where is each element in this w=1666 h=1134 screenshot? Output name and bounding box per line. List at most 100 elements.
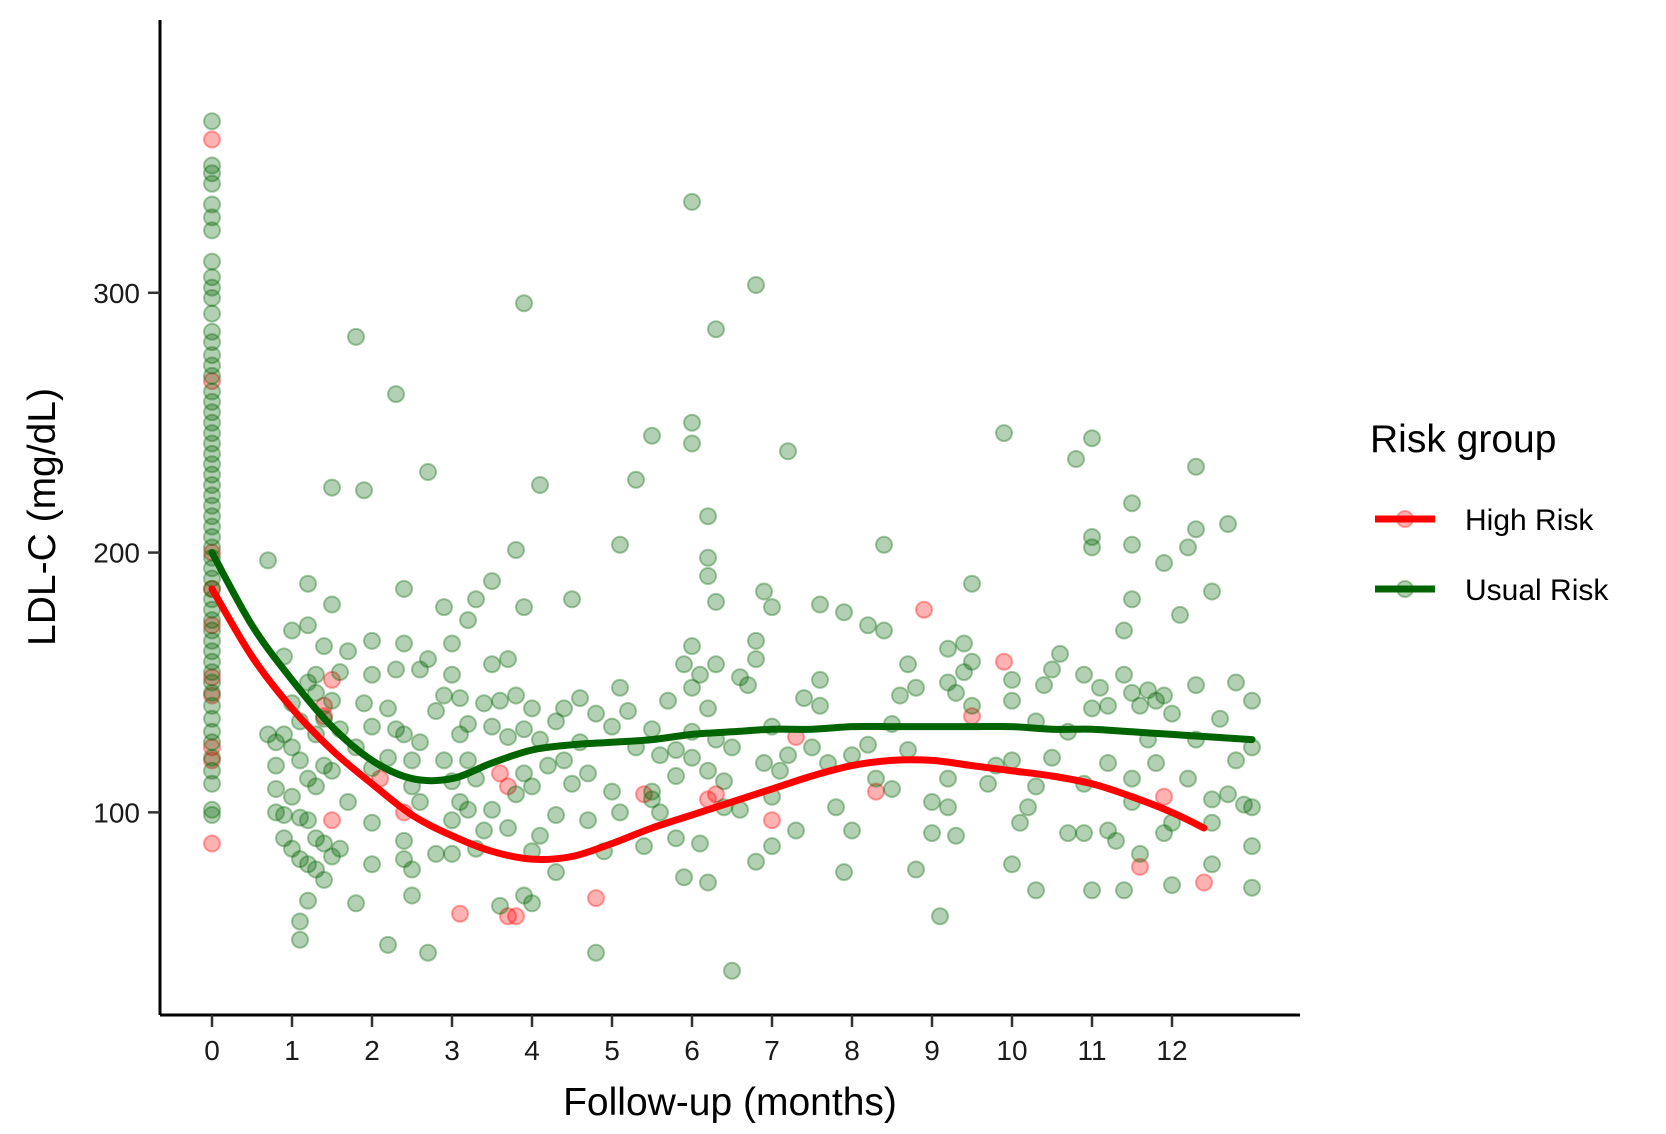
legend-point-high-risk (1396, 510, 1414, 528)
data-point-usual-risk (1147, 691, 1165, 710)
data-point-usual-risk (467, 590, 485, 609)
data-point-high-risk (491, 764, 509, 783)
data-point-usual-risk (435, 686, 453, 705)
data-point-high-risk (1155, 787, 1173, 806)
data-point-usual-risk (1123, 494, 1141, 513)
data-point-high-risk (451, 904, 469, 923)
data-point-usual-risk (1011, 813, 1029, 832)
data-point-usual-risk (395, 831, 413, 850)
data-point-usual-risk (1131, 696, 1149, 715)
data-point-usual-risk (1003, 751, 1021, 770)
data-point-usual-risk (403, 751, 421, 770)
data-point-usual-risk (955, 663, 973, 682)
data-point-usual-risk (323, 847, 341, 866)
data-point-usual-risk (1027, 881, 1045, 900)
data-point-usual-risk (363, 855, 381, 874)
data-point-usual-risk (643, 426, 661, 445)
data-point-usual-risk (259, 725, 277, 744)
data-point-usual-risk (923, 793, 941, 811)
data-point-usual-risk (291, 850, 309, 869)
data-point-usual-risk (923, 824, 941, 843)
data-point-usual-risk (363, 717, 381, 736)
data-point-usual-risk (403, 886, 421, 905)
legend-label-usual-risk: Usual Risk (1465, 574, 1609, 607)
data-point-usual-risk (203, 709, 221, 728)
data-point-usual-risk (443, 844, 461, 863)
data-point-usual-risk (323, 478, 341, 497)
legend-point-usual-risk (1396, 580, 1414, 598)
data-point-usual-risk (411, 733, 429, 752)
data-point-usual-risk (771, 761, 789, 780)
data-point-usual-risk (931, 907, 949, 926)
data-point-usual-risk (547, 806, 565, 824)
data-point-usual-risk (203, 112, 221, 131)
data-point-high-risk (203, 738, 221, 757)
data-point-usual-risk (331, 839, 349, 858)
data-point-usual-risk (435, 751, 453, 770)
y-tick-label: 200 (93, 538, 140, 569)
data-point-usual-risk (411, 660, 429, 679)
data-point-usual-risk (683, 434, 701, 453)
data-point-high-risk (635, 785, 653, 804)
data-point-usual-risk (483, 572, 501, 591)
data-point-usual-risk (459, 800, 477, 819)
data-point-usual-risk (611, 535, 629, 554)
y-axis-ticks: 100 200 300 (93, 278, 160, 828)
data-point-usual-risk (299, 769, 317, 788)
data-point-usual-risk (387, 660, 405, 679)
data-point-high-risk (203, 834, 221, 853)
data-point-usual-risk (203, 424, 221, 443)
data-point-usual-risk (1099, 754, 1117, 772)
data-point-usual-risk (1219, 515, 1237, 533)
data-point-usual-risk (963, 574, 981, 593)
data-point-usual-risk (515, 764, 533, 783)
trend-line-high-risk (208, 585, 1208, 863)
x-tick-label: 4 (524, 1035, 540, 1066)
x-tick-label: 8 (844, 1035, 860, 1066)
data-point-usual-risk (203, 356, 221, 375)
x-axis-title: Follow-up (months) (563, 1081, 897, 1124)
data-point-usual-risk (203, 663, 221, 682)
data-point-usual-risk (203, 652, 221, 671)
data-point-high-risk (323, 670, 341, 689)
data-point-usual-risk (571, 689, 589, 708)
x-tick-label: 7 (764, 1035, 780, 1066)
data-point-usual-risk (899, 655, 917, 674)
data-point-usual-risk (891, 686, 909, 705)
data-point-usual-risk (939, 639, 957, 658)
data-point-usual-risk (1083, 528, 1101, 546)
data-point-usual-risk (507, 541, 525, 559)
data-point-usual-risk (203, 333, 221, 352)
data-point-usual-risk (203, 774, 221, 793)
data-point-usual-risk (1203, 855, 1221, 874)
data-point-high-risk (507, 907, 525, 926)
data-point-usual-risk (283, 787, 301, 806)
data-point-usual-risk (203, 806, 221, 824)
data-point-usual-risk (459, 751, 477, 770)
data-point-usual-risk (739, 676, 757, 695)
data-point-usual-risk (395, 725, 413, 744)
data-point-usual-risk (907, 678, 925, 697)
data-point-usual-risk (1203, 813, 1221, 832)
data-point-usual-risk (867, 769, 885, 788)
data-point-usual-risk (203, 631, 221, 650)
data-point-usual-risk (379, 935, 397, 954)
data-point-usual-risk (1083, 538, 1101, 557)
x-tick-label: 2 (364, 1035, 380, 1066)
data-point-usual-risk (283, 621, 301, 640)
data-point-usual-risk (875, 621, 893, 640)
data-point-usual-risk (299, 811, 317, 830)
data-point-usual-risk (1043, 748, 1061, 767)
data-point-usual-risk (203, 761, 221, 780)
data-point-usual-risk (451, 689, 469, 708)
data-point-usual-risk (419, 650, 437, 669)
data-point-usual-risk (203, 476, 221, 494)
data-point-usual-risk (203, 611, 221, 630)
data-point-usual-risk (307, 829, 325, 848)
data-point-usual-risk (699, 873, 717, 892)
data-point-usual-risk (523, 699, 541, 718)
data-point-usual-risk (643, 720, 661, 739)
data-point-usual-risk (531, 826, 549, 845)
data-point-usual-risk (203, 621, 221, 640)
data-point-usual-risk (275, 725, 293, 744)
